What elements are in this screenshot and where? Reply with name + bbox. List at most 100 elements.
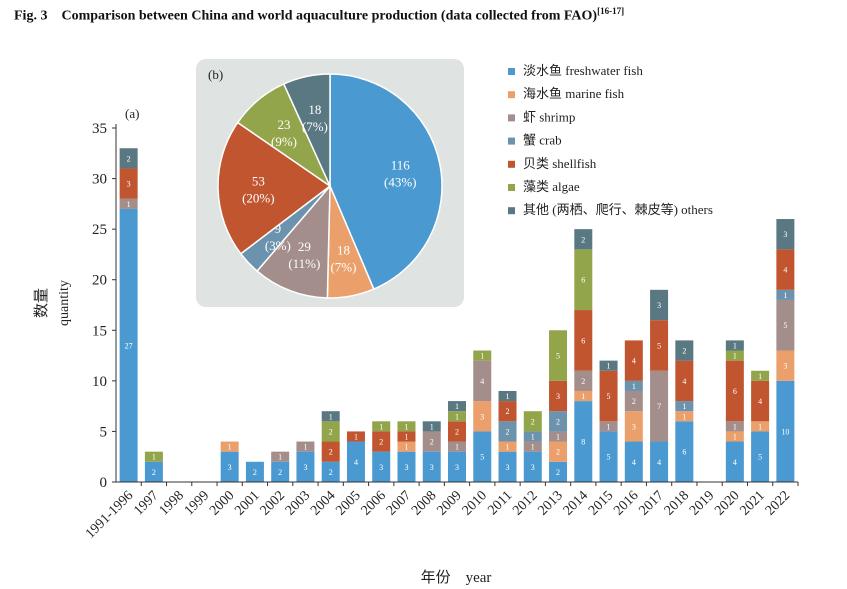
bar-value-label: 1	[480, 352, 484, 361]
bar-value-label: 4	[657, 458, 661, 467]
x-tick-label: 2002	[258, 488, 288, 518]
bar-value-label: 4	[733, 458, 737, 467]
x-tick-label: 2019	[687, 488, 717, 518]
bar-segment-others	[321, 411, 340, 422]
bar-segment-freshwater	[271, 461, 290, 482]
x-tick-label: 2010	[460, 488, 490, 518]
bar-segment-shellfish	[776, 249, 795, 290]
y-tick-label: 30	[92, 172, 107, 188]
bar-segment-algae	[144, 451, 163, 462]
pie-value-label: 116	[391, 158, 411, 173]
bar-value-label: 2	[430, 438, 434, 447]
pie-slice-others	[282, 73, 331, 187]
bar-segment-freshwater	[751, 431, 770, 482]
bar-value-label: 3	[783, 230, 787, 239]
bar-value-label: 6	[581, 276, 585, 285]
bar-segment-marine	[725, 431, 744, 442]
bar-value-label: 1	[783, 291, 787, 300]
bar-value-label: 3	[506, 463, 510, 472]
bar-value-label: 6	[682, 448, 686, 457]
bar-value-label: 2	[556, 468, 560, 477]
bar-segment-shrimp	[650, 370, 669, 442]
bar-value-label: 1	[506, 443, 510, 452]
bar-segment-marine	[498, 441, 517, 452]
bar-segment-others	[119, 148, 138, 169]
bar-value-label: 27	[125, 341, 133, 350]
bar-value-label: 6	[581, 336, 585, 345]
x-tick-label: 2001	[232, 488, 262, 518]
bar-value-label: 8	[581, 438, 585, 447]
bar-segment-shellfish	[397, 431, 416, 442]
bar-segment-others	[725, 340, 744, 351]
pie-percent-label: (3%)	[265, 238, 291, 253]
x-tick-label: 2014	[561, 488, 591, 518]
bar-value-label: 1	[228, 443, 232, 452]
bar-value-label: 1	[430, 422, 434, 431]
pie-percent-label: (43%)	[384, 175, 417, 190]
bar-segment-algae	[549, 330, 568, 381]
bar-value-label: 3	[455, 463, 459, 472]
bar-segment-freshwater	[675, 421, 694, 482]
x-tick-label: 2020	[712, 488, 742, 518]
bar-segment-shellfish	[599, 370, 618, 422]
bar-segment-freshwater	[650, 441, 669, 482]
bar-segment-shellfish	[448, 421, 466, 442]
bar-segment-others	[675, 340, 694, 361]
x-tick-label: 2016	[611, 488, 641, 518]
x-tick-label: 2018	[662, 488, 692, 518]
y-axis-label-en: quantity	[57, 280, 72, 326]
bar-value-label: 1	[329, 412, 333, 421]
bar-segment-freshwater	[346, 441, 365, 482]
bar-segment-shellfish	[650, 320, 669, 371]
bar-value-label: 1	[379, 422, 383, 431]
bar-value-label: 2	[531, 417, 535, 426]
bar-value-label: 1	[581, 392, 585, 401]
bar-value-label: 3	[228, 463, 232, 472]
y-tick-label: 10	[92, 374, 107, 390]
bar-segment-freshwater	[776, 380, 795, 482]
bar-value-label: 1	[455, 412, 459, 421]
bar-value-label: 5	[657, 341, 661, 350]
bar-segment-freshwater	[473, 431, 492, 482]
bar-value-label: 4	[783, 266, 787, 275]
bar-value-label: 2	[253, 468, 257, 477]
pie-value-label: 9	[275, 221, 282, 236]
x-tick-label: 1991-1996	[83, 488, 137, 542]
bar-segment-crab	[498, 421, 517, 442]
y-tick-label: 5	[100, 424, 108, 440]
pie-slice-freshwater	[329, 73, 443, 291]
bar-value-label: 1	[758, 422, 762, 431]
bar-segment-freshwater	[245, 461, 264, 482]
x-tick-label: 2005	[333, 488, 363, 518]
bar-segment-shellfish	[119, 168, 138, 199]
bar-value-label: 3	[531, 463, 535, 472]
bar-segment-algae	[523, 411, 542, 432]
bar-value-label: 1	[506, 392, 510, 401]
bar-segment-freshwater	[725, 441, 744, 482]
bar-segment-shrimp	[296, 441, 315, 452]
bar-segment-shrimp	[271, 451, 290, 462]
legend-swatch-others	[508, 207, 515, 215]
bar-segment-shrimp	[725, 421, 744, 432]
bar-segment-shrimp	[776, 299, 795, 351]
bar-value-label: 4	[480, 377, 484, 386]
bar-value-label: 3	[303, 463, 307, 472]
y-tick-label: 20	[92, 273, 107, 289]
bar-value-label: 3	[379, 463, 383, 472]
legend-swatch-marine	[508, 91, 515, 99]
bar-segment-shrimp	[574, 370, 593, 391]
bar-segment-freshwater	[448, 451, 466, 482]
caption-text: Comparison between China and world aquac…	[61, 8, 598, 24]
bar-segment-crab	[675, 401, 694, 412]
bar-value-label: 1	[404, 443, 408, 452]
bar-segment-shrimp	[448, 441, 466, 452]
legend-label-marine: 海水鱼 marine fish	[523, 86, 625, 101]
bar-value-label: 5	[758, 453, 762, 462]
legend-label-crab: 蟹 crab	[523, 133, 562, 148]
bar-segment-others	[776, 219, 795, 250]
bar-segment-shellfish	[372, 431, 391, 452]
bar-segment-shrimp	[119, 198, 138, 209]
bar-segment-algae	[751, 370, 770, 381]
